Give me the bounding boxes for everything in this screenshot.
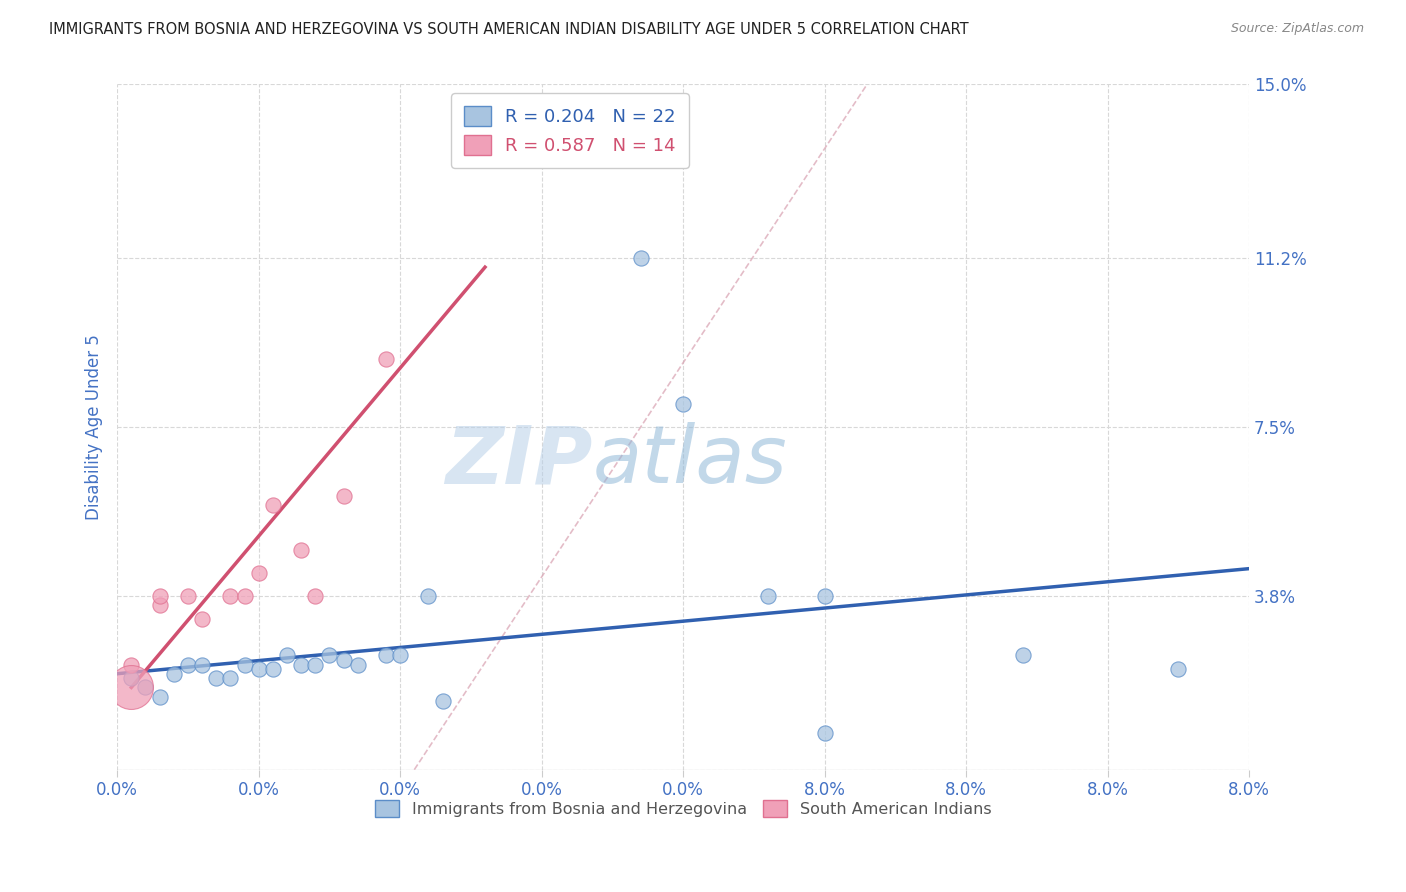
Point bbox=[262, 498, 284, 512]
Point bbox=[120, 681, 142, 695]
Point bbox=[474, 114, 496, 128]
Point bbox=[149, 598, 172, 612]
Point bbox=[163, 666, 186, 681]
Point bbox=[346, 657, 368, 672]
Point bbox=[219, 671, 242, 685]
Point bbox=[191, 612, 214, 626]
Point bbox=[332, 489, 354, 503]
Point bbox=[247, 566, 270, 581]
Point bbox=[332, 653, 354, 667]
Point bbox=[276, 648, 298, 663]
Point bbox=[1011, 648, 1033, 663]
Point bbox=[149, 690, 172, 704]
Text: ZIP: ZIP bbox=[446, 422, 592, 500]
Point bbox=[247, 662, 270, 676]
Point bbox=[418, 589, 440, 603]
Point bbox=[134, 681, 156, 695]
Point bbox=[205, 671, 228, 685]
Point bbox=[149, 589, 172, 603]
Point bbox=[375, 648, 398, 663]
Point bbox=[375, 351, 398, 366]
Point bbox=[177, 589, 200, 603]
Point bbox=[304, 589, 326, 603]
Text: Source: ZipAtlas.com: Source: ZipAtlas.com bbox=[1230, 22, 1364, 36]
Point bbox=[813, 726, 835, 740]
Text: atlas: atlas bbox=[592, 422, 787, 500]
Point bbox=[120, 671, 142, 685]
Point bbox=[191, 657, 214, 672]
Point bbox=[672, 397, 695, 411]
Point bbox=[813, 589, 835, 603]
Point bbox=[177, 657, 200, 672]
Text: IMMIGRANTS FROM BOSNIA AND HERZEGOVINA VS SOUTH AMERICAN INDIAN DISABILITY AGE U: IMMIGRANTS FROM BOSNIA AND HERZEGOVINA V… bbox=[49, 22, 969, 37]
Legend: Immigrants from Bosnia and Herzegovina, South American Indians: Immigrants from Bosnia and Herzegovina, … bbox=[368, 793, 998, 823]
Point bbox=[290, 543, 312, 558]
Point bbox=[219, 589, 242, 603]
Point bbox=[318, 648, 340, 663]
Point bbox=[630, 251, 652, 265]
Point bbox=[756, 589, 779, 603]
Point bbox=[262, 662, 284, 676]
Point bbox=[233, 657, 256, 672]
Point bbox=[389, 648, 412, 663]
Point bbox=[304, 657, 326, 672]
Point bbox=[120, 657, 142, 672]
Point bbox=[1167, 662, 1189, 676]
Point bbox=[432, 694, 454, 708]
Y-axis label: Disability Age Under 5: Disability Age Under 5 bbox=[86, 334, 103, 520]
Point bbox=[290, 657, 312, 672]
Point bbox=[233, 589, 256, 603]
